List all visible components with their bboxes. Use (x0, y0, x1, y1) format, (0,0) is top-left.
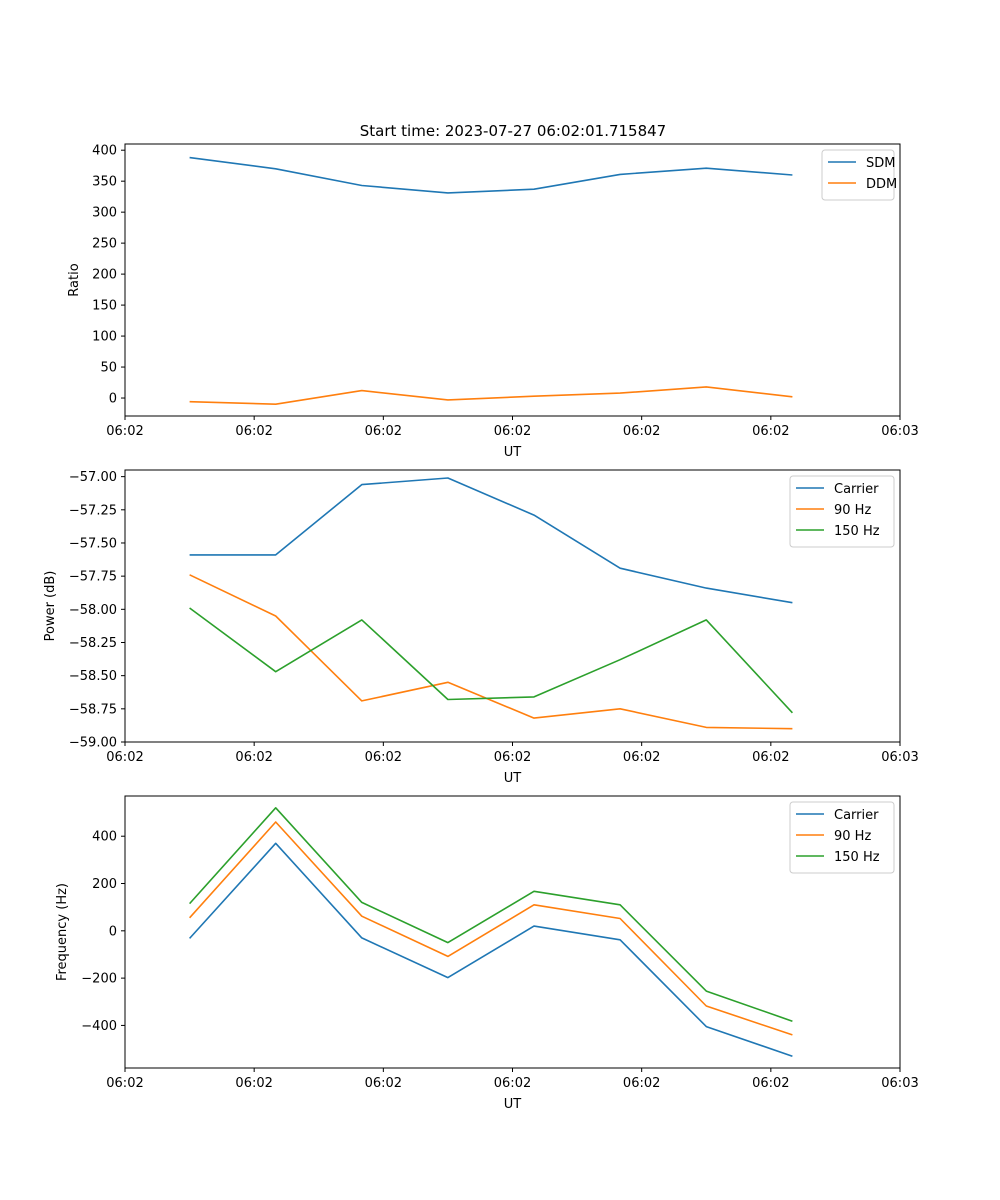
legend: SDM DDM (821, 149, 897, 201)
x-tick-label: 06:02 (365, 1076, 402, 1091)
axes-frame (124, 795, 901, 1069)
legend-label: 90 Hz (834, 829, 871, 844)
y-tick-label: −57.25 (69, 503, 117, 518)
legend-label: Carrier (834, 482, 879, 497)
series-line-150-hz (189, 806, 793, 1022)
y-tick-label: −58.75 (69, 702, 117, 717)
y-tick-label: −57.00 (69, 470, 117, 485)
y-tick-label: 250 (92, 237, 117, 252)
x-tick-label: 06:02 (752, 1076, 789, 1091)
legend-label: SDM (866, 156, 895, 171)
y-axis-label: Ratio (67, 263, 82, 296)
series-line-ddm (189, 386, 793, 406)
y-axis-label: Frequency (Hz) (55, 883, 70, 981)
x-tick-label: 06:02 (623, 750, 660, 765)
y-axis-label: Power (dB) (43, 571, 58, 642)
legend-label: Carrier (834, 808, 879, 823)
subplot-2: 06:02 06:02 06:02 06:02 06:02 06:02 06:03 −59.0… (43, 469, 919, 786)
x-tick-label: 06:02 (106, 1076, 143, 1091)
x-axis-label: UT (504, 445, 522, 460)
x-tick-label: 06:02 (106, 750, 143, 765)
y-tick-label: −59.00 (69, 736, 117, 751)
y-tick-label: −57.75 (69, 570, 117, 585)
axes-frame (124, 143, 901, 417)
y-tick-label: 0 (109, 392, 117, 407)
x-tick-label: 06:03 (881, 750, 918, 765)
subplot-3: 06:02 06:02 06:02 06:02 06:02 06:02 06:03 −400 −… (55, 795, 919, 1112)
x-tick-label: 06:02 (494, 750, 531, 765)
y-tick-label: 400 (92, 144, 117, 159)
x-tick-label: 06:02 (752, 424, 789, 439)
x-axis-label: UT (504, 771, 522, 786)
x-tick-label: 06:03 (881, 1076, 918, 1091)
y-tick-label: −58.00 (69, 603, 117, 618)
axes-frame (124, 469, 901, 743)
x-tick-label: 06:02 (365, 750, 402, 765)
legend: Carrier 90 Hz 150 Hz (789, 475, 895, 548)
y-tick-label: −58.50 (69, 669, 117, 684)
series-line-sdm (189, 156, 793, 194)
x-tick-label: 06:02 (235, 424, 272, 439)
legend-label: 150 Hz (834, 850, 880, 865)
x-tick-label: 06:02 (752, 750, 789, 765)
x-tick-label: 06:02 (365, 424, 402, 439)
x-axis-label: UT (504, 1097, 522, 1112)
y-tick-label: 50 (100, 361, 117, 376)
y-tick-label: −57.50 (69, 536, 117, 551)
legend-label: 150 Hz (834, 524, 880, 539)
y-tick-label: −400 (81, 1019, 117, 1034)
x-tick-label: 06:02 (494, 424, 531, 439)
series-line-150-hz (189, 607, 793, 714)
y-tick-label: 200 (92, 268, 117, 283)
x-tick-label: 06:02 (623, 1076, 660, 1091)
x-tick-label: 06:02 (106, 424, 143, 439)
legend-label: DDM (866, 177, 897, 192)
y-tick-label: 0 (109, 924, 117, 939)
x-tick-label: 06:02 (235, 1076, 272, 1091)
y-tick-label: 200 (92, 877, 117, 892)
y-tick-label: 400 (92, 830, 117, 845)
legend-label: 90 Hz (834, 503, 871, 518)
series-line-90-hz (189, 574, 793, 730)
series-line-carrier (189, 842, 793, 1057)
y-tick-label: 150 (92, 299, 117, 314)
x-tick-label: 06:02 (494, 1076, 531, 1091)
y-tick-label: 100 (92, 330, 117, 345)
y-tick-label: 350 (92, 175, 117, 190)
x-tick-label: 06:03 (881, 424, 918, 439)
series-line-90-hz (189, 821, 793, 1036)
plots-container: 06:02 06:02 06:02 06:02 06:02 06:02 06:03 0 50 10… (43, 143, 919, 1112)
x-tick-label: 06:02 (623, 424, 660, 439)
subplot-1: 06:02 06:02 06:02 06:02 06:02 06:02 06:03 0 50 10… (67, 143, 919, 460)
x-tick-label: 06:02 (235, 750, 272, 765)
y-tick-label: 300 (92, 206, 117, 221)
y-tick-label: −200 (81, 972, 117, 987)
series-line-carrier (189, 477, 793, 604)
legend: Carrier 90 Hz 150 Hz (789, 801, 895, 874)
figure-title: Start time: 2023-07-27 06:02:01.715847 (360, 122, 666, 140)
y-tick-label: −58.25 (69, 636, 117, 651)
